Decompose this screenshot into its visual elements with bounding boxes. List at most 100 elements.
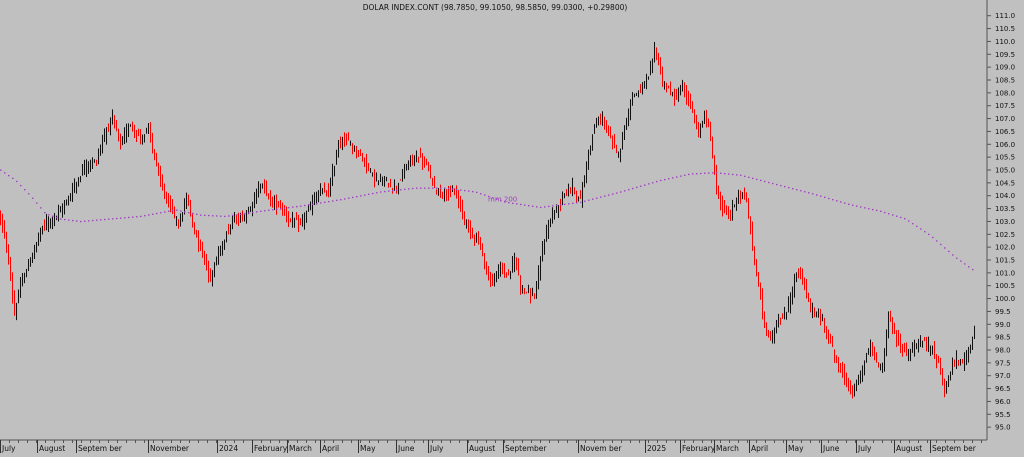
ma-point [632, 187, 634, 190]
ma-point [120, 217, 122, 219]
ma-point [304, 204, 306, 207]
ma-point [680, 175, 682, 177]
ma-point [440, 187, 442, 189]
ma-point [796, 189, 798, 191]
y-tick-label: 99.5 [995, 308, 1011, 316]
ma-point [516, 203, 518, 205]
ma-point [228, 215, 230, 217]
ma-point [420, 187, 422, 189]
ma-point [752, 177, 754, 180]
ma-point [596, 197, 598, 199]
ma-point [328, 201, 330, 203]
y-tick-label: 103.5 [995, 205, 1015, 213]
ma-point [816, 194, 818, 196]
x-tick-label: February [254, 444, 288, 453]
ma-point [756, 178, 758, 181]
ma-point [280, 208, 282, 210]
ma-point [716, 172, 718, 174]
ma-point [528, 205, 530, 207]
ma-point [480, 193, 482, 195]
ma-point [804, 191, 806, 193]
ma-point [24, 189, 26, 191]
ma-point [164, 211, 166, 213]
y-tick-label: 104.0 [995, 192, 1015, 200]
x-tick-label: September [505, 444, 547, 453]
y-tick-label: 101.0 [995, 269, 1015, 277]
ma-point [340, 199, 342, 201]
ma-point [940, 243, 942, 246]
ma-point [152, 213, 154, 215]
y-tick-label: 96.0 [995, 398, 1011, 406]
ma-point [272, 209, 274, 211]
y-tick-label: 100.5 [995, 282, 1015, 290]
y-tick-label: 106.5 [995, 128, 1015, 136]
y-tick-label: 97.5 [995, 359, 1011, 367]
x-tick-label: May [360, 444, 376, 453]
ma-point [508, 202, 510, 204]
ma-point [232, 214, 234, 217]
ma-point [600, 196, 602, 198]
ma-point [736, 174, 738, 176]
ma-point [200, 214, 202, 216]
ma-point [140, 215, 142, 218]
ma-point [924, 231, 926, 233]
ma-point [432, 187, 434, 189]
ma-point [648, 183, 650, 185]
ma-point [608, 194, 610, 196]
ma-point [52, 215, 54, 217]
ma-point [268, 209, 270, 211]
ma-point [344, 198, 346, 200]
ma-point [472, 190, 474, 193]
ma-point [864, 207, 866, 209]
ma-point [324, 201, 326, 203]
ma-point [856, 205, 858, 207]
ma-point [624, 190, 626, 192]
ma-point [692, 173, 694, 175]
ma-point [644, 184, 646, 186]
ma-point [448, 187, 450, 190]
ma-point [44, 212, 46, 214]
y-tick-label: 105.5 [995, 154, 1015, 162]
ma-point [588, 199, 590, 201]
ma-point [604, 195, 606, 197]
ma-point [768, 181, 770, 184]
y-tick-label: 111.0 [995, 12, 1015, 20]
ma-point [292, 206, 294, 208]
ma-point [960, 260, 962, 262]
ma-point [896, 215, 898, 217]
ma-point [908, 220, 910, 222]
y-tick-label: 106.0 [995, 141, 1015, 149]
ma-point [108, 218, 110, 220]
ma-point [776, 183, 778, 186]
ma-point [520, 203, 522, 206]
ma-point [256, 211, 258, 213]
ma-point [320, 202, 322, 204]
ma-point [172, 209, 174, 212]
ma-point [500, 199, 502, 202]
ma-point [532, 205, 534, 207]
ma-point [852, 204, 854, 206]
ma-point [892, 214, 894, 216]
ma-point [780, 184, 782, 187]
ma-point [356, 195, 358, 198]
ma-point [404, 188, 406, 191]
ma-point [452, 188, 454, 190]
ma-point [560, 204, 562, 206]
y-tick-label: 110.5 [995, 25, 1015, 33]
ma-point [496, 198, 498, 200]
ma-point [616, 192, 618, 194]
y-tick-label: 96.5 [995, 385, 1011, 393]
ma-point [188, 212, 190, 214]
x-axis: July August Septem ber November 2024 February… [0, 439, 987, 453]
ma-point [144, 215, 146, 217]
ma-point [364, 194, 366, 196]
ma-point [932, 236, 934, 239]
ma-point [936, 240, 938, 242]
ma-point [252, 211, 254, 214]
ma-point [488, 195, 490, 198]
ma-point [576, 202, 578, 204]
ma-point [84, 220, 86, 222]
ma-point [240, 213, 242, 215]
y-tick-label: 95.0 [995, 424, 1011, 432]
